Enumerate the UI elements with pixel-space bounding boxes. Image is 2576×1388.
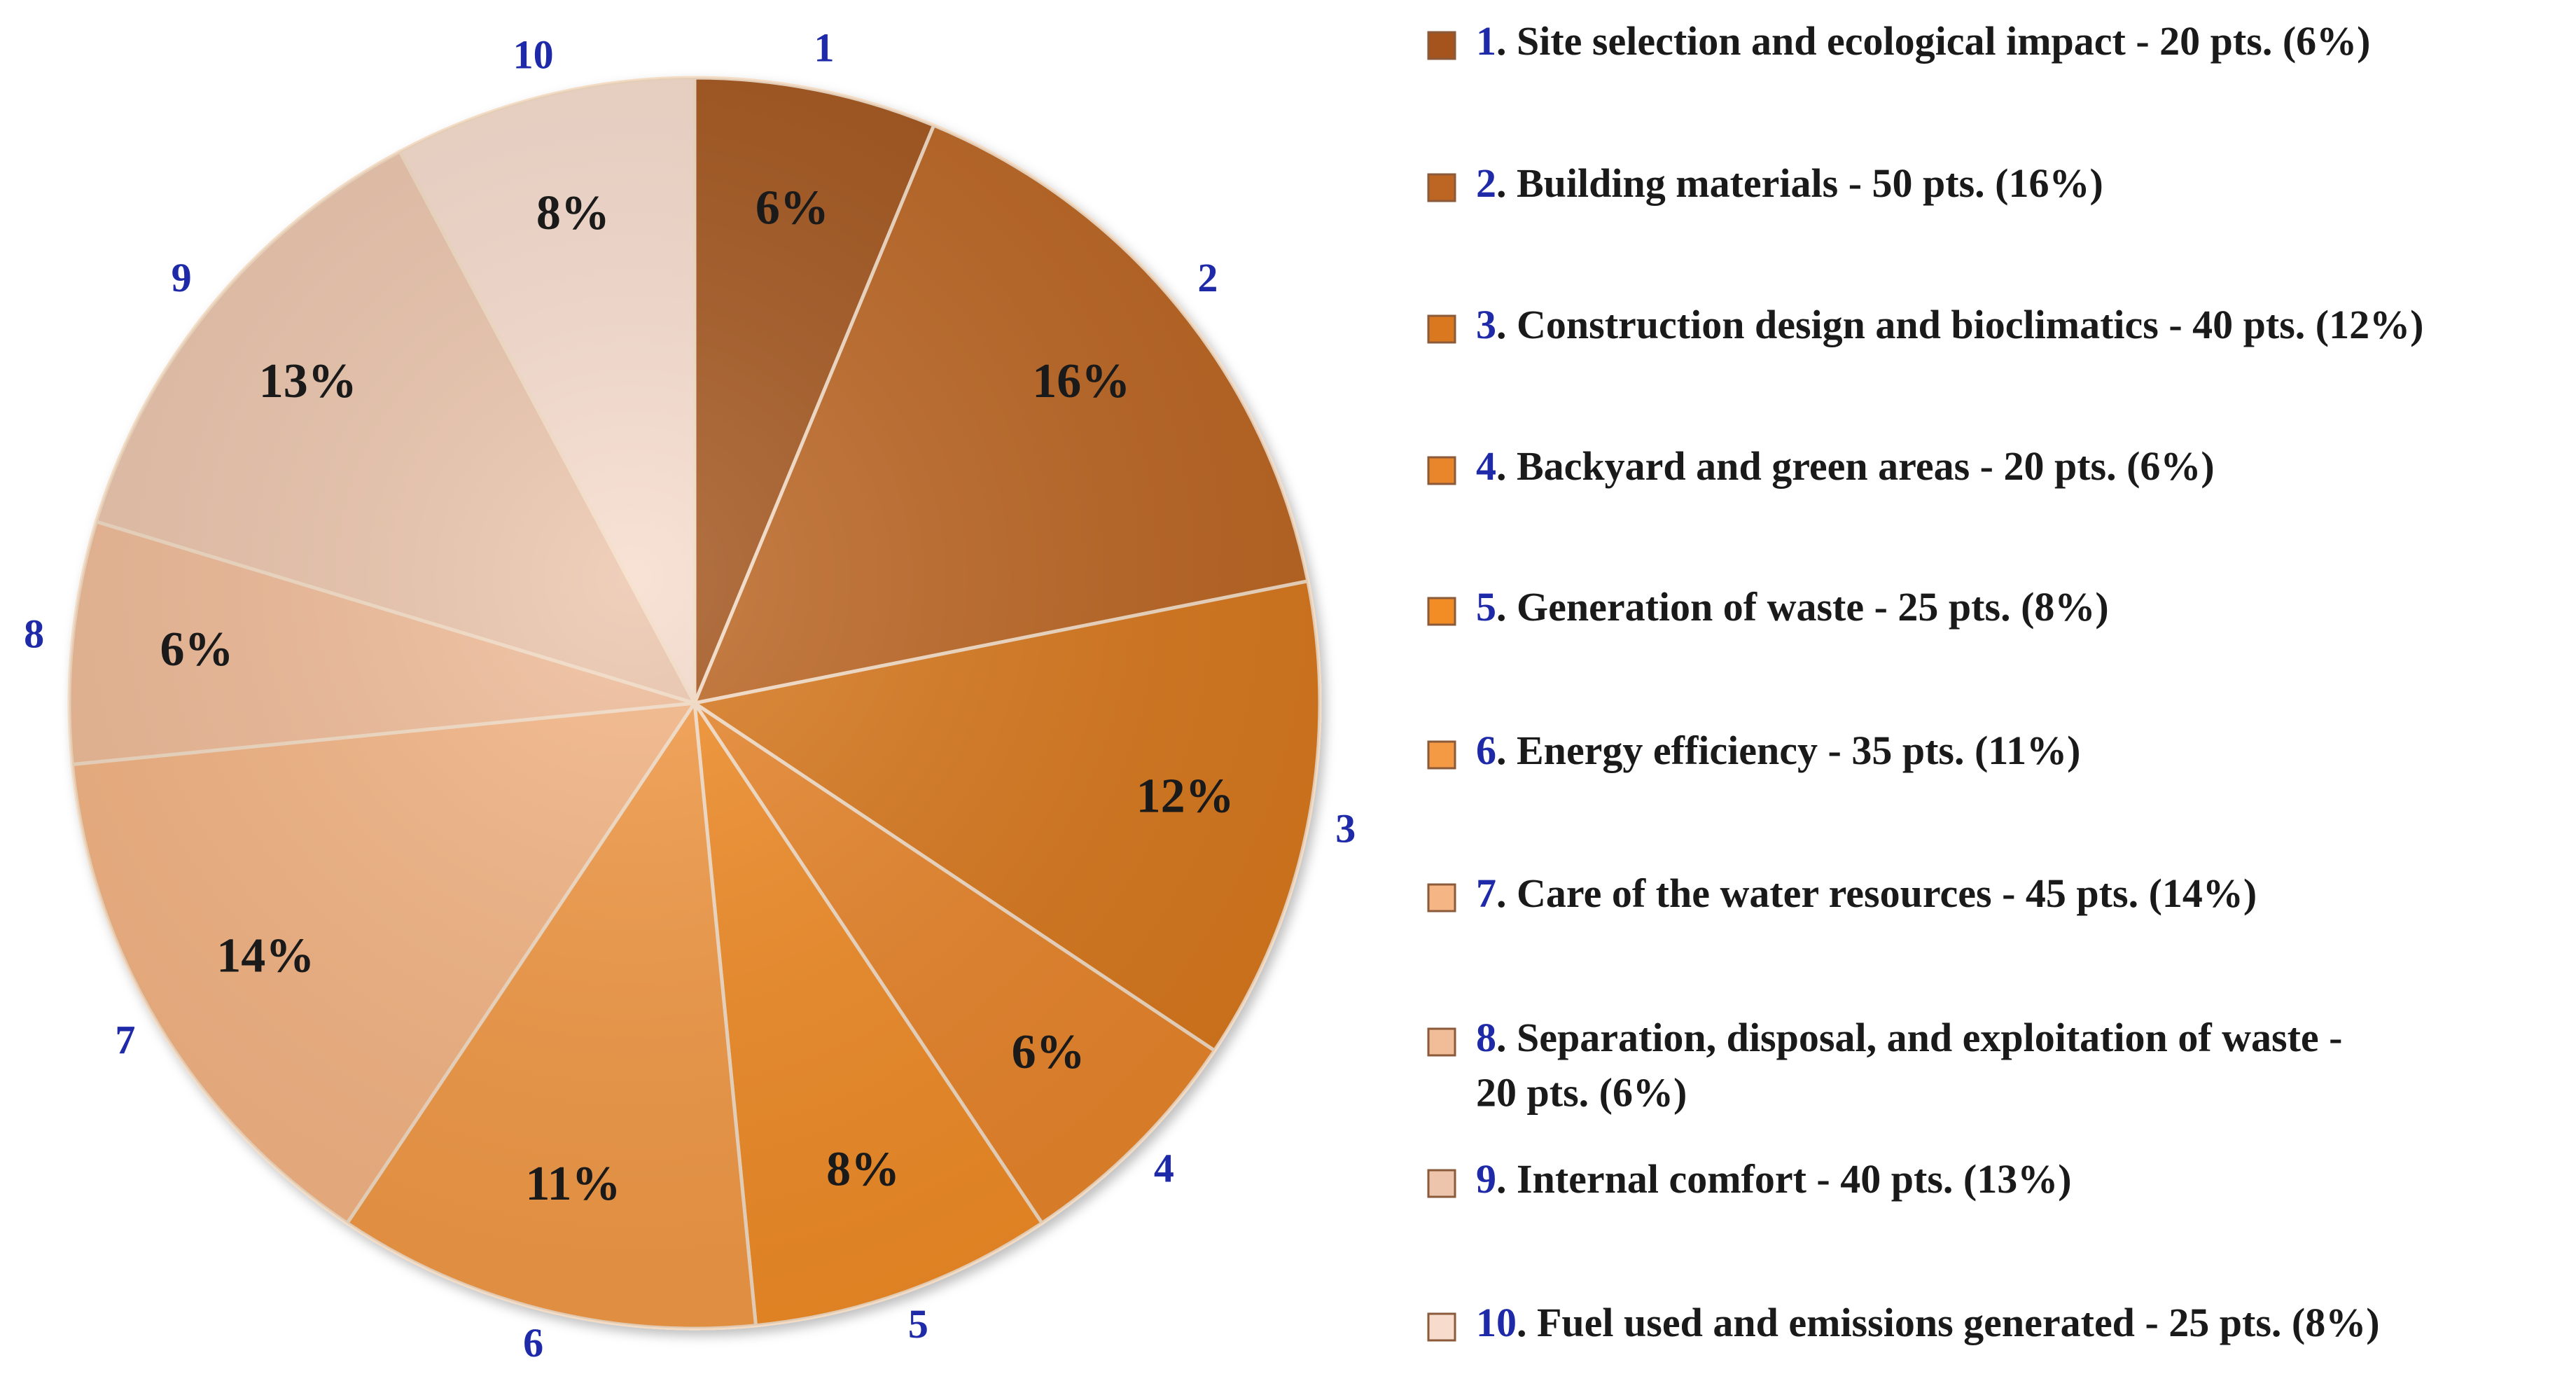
pie-slices xyxy=(67,76,1322,1331)
legend-item-7: 7. Care of the water resources - 45 pts.… xyxy=(1427,870,2257,916)
slice-number-3: 3 xyxy=(1335,805,1356,851)
legend-item-5: 5. Generation of waste - 25 pts. (8%) xyxy=(1427,584,2109,630)
slice-percent-label-7: 14% xyxy=(216,929,314,983)
legend-swatch-8 xyxy=(1427,1027,1456,1057)
slice-number-1: 1 xyxy=(814,25,834,71)
slice-number-9: 9 xyxy=(172,255,192,300)
legend-label-6: 6. Energy efficiency - 35 pts. (11%) xyxy=(1476,728,2080,773)
legend-label-4: 4. Backyard and green areas - 20 pts. (6… xyxy=(1476,443,2215,489)
slice-percent-label-10: 8% xyxy=(536,186,610,240)
slice-percent-label-3: 12% xyxy=(1136,769,1234,823)
legend-item-2: 2. Building materials - 50 pts. (16%) xyxy=(1427,160,2103,206)
legend-label-1: 1. Site selection and ecological impact … xyxy=(1476,18,2370,64)
slice-percent-label-9: 13% xyxy=(259,354,357,408)
legend-label-8: 8. Separation, disposal, and exploitatio… xyxy=(1476,1015,2342,1060)
legend-label-9: 9. Internal comfort - 40 pts. (13%) xyxy=(1476,1156,2072,1202)
legend-item-10: 10. Fuel used and emissions generated - … xyxy=(1427,1300,2380,1345)
legend-label-8-line-2: 20 pts. (6%) xyxy=(1476,1069,1687,1115)
slice-number-10: 10 xyxy=(513,32,554,78)
slice-numbers: 1 2 3 4 5 6 7 8 9 10 xyxy=(24,25,1356,1366)
legend-item-9: 9. Internal comfort - 40 pts. (13%) xyxy=(1427,1156,2072,1202)
legend-label-7: 7. Care of the water resources - 45 pts.… xyxy=(1476,870,2257,916)
slice-number-6: 6 xyxy=(523,1320,543,1366)
legend-swatch-5 xyxy=(1427,597,1456,626)
slice-percent-label-2: 16% xyxy=(1032,354,1130,408)
legend-swatch-1 xyxy=(1427,31,1456,60)
legend-label-10: 10. Fuel used and emissions generated - … xyxy=(1476,1300,2380,1345)
legend: 1. Site selection and ecological impact … xyxy=(1427,18,2423,1345)
legend-item-4: 4. Backyard and green areas - 20 pts. (6… xyxy=(1427,443,2215,489)
slice-percent-label-8: 6% xyxy=(160,623,234,676)
slice-number-8: 8 xyxy=(24,611,44,656)
legend-label-5: 5. Generation of waste - 25 pts. (8%) xyxy=(1476,584,2109,630)
slice-percent-label-5: 8% xyxy=(826,1143,900,1197)
legend-label-3: 3. Construction design and bioclimatics … xyxy=(1476,302,2423,347)
legend-item-6: 6. Energy efficiency - 35 pts. (11%) xyxy=(1427,728,2080,773)
slice-number-5: 5 xyxy=(908,1301,928,1347)
legend-item-8: 8. Separation, disposal, and exploitatio… xyxy=(1427,1015,2342,1115)
slice-number-4: 4 xyxy=(1154,1146,1174,1191)
legend-swatch-4 xyxy=(1427,456,1456,485)
slice-percent-label-6: 11% xyxy=(525,1157,620,1211)
legend-item-1: 1. Site selection and ecological impact … xyxy=(1427,18,2370,64)
slice-number-7: 7 xyxy=(115,1018,135,1063)
legend-swatch-9 xyxy=(1427,1169,1456,1198)
legend-swatch-10 xyxy=(1427,1312,1456,1342)
legend-swatch-6 xyxy=(1427,740,1456,770)
slice-number-2: 2 xyxy=(1197,255,1218,300)
legend-swatch-7 xyxy=(1427,883,1456,912)
slice-percent-label-1: 6% xyxy=(756,181,829,235)
slice-percent-label-4: 6% xyxy=(1012,1025,1085,1079)
legend-swatch-2 xyxy=(1427,173,1456,202)
legend-label-2: 2. Building materials - 50 pts. (16%) xyxy=(1476,160,2103,206)
legend-swatch-3 xyxy=(1427,314,1456,344)
legend-item-3: 3. Construction design and bioclimatics … xyxy=(1427,302,2423,347)
slice-labels: 6% 16% 12% 6% 8% 11% 14% 6% 13% 8% xyxy=(160,181,1234,1211)
